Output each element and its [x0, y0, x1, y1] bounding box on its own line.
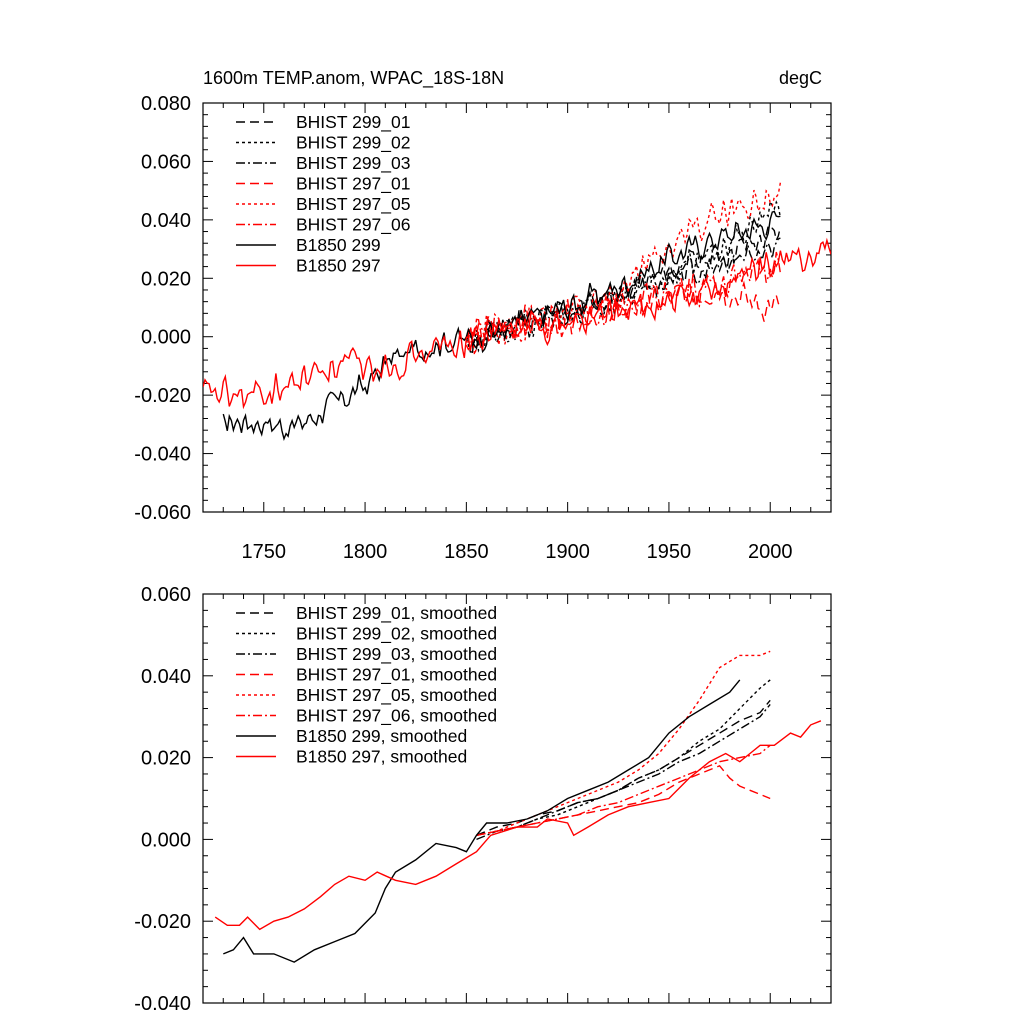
series-line-bhist-297-05 [466, 182, 782, 356]
y-tick-label: -0.020 [134, 911, 191, 933]
series-line-bhist-297-06 [465, 251, 782, 351]
legend-label: B1850 299, smoothed [296, 726, 467, 746]
x-tick-label: 1750 [242, 541, 287, 563]
y-tick-label: -0.040 [134, 993, 191, 1015]
legend-label: B1850 297 [296, 256, 381, 276]
legend-label: BHIST 297_06, smoothed [296, 706, 497, 727]
series-line-b1850-297 [203, 237, 831, 410]
series-line-bhist-299-01-smoothed [476, 699, 771, 836]
series-line-bhist-297-01-smoothed [476, 764, 771, 836]
legend-label: BHIST 297_01 [296, 174, 410, 195]
legend-label: BHIST 299_03 [296, 153, 410, 174]
y-tick-label: 0.040 [141, 210, 191, 232]
x-tick-label: 1950 [647, 541, 692, 563]
series-line-bhist-297-06-smoothed [476, 744, 771, 836]
legend-label: BHIST 299_02, smoothed [296, 624, 497, 645]
y-tick-label: 0.040 [141, 666, 191, 688]
top-chart-title: 1600m TEMP.anom, WPAC_18S-18N [203, 68, 504, 89]
y-tick-label: 0.020 [141, 748, 191, 770]
series-line-bhist-299-02 [465, 199, 782, 354]
x-tick-label: 2000 [748, 541, 793, 563]
top-panel: 1600m TEMP.anom, WPAC_18S-18N degC -0.06… [134, 68, 832, 563]
top-series-lines [203, 182, 831, 442]
x-tick-label: 1850 [444, 541, 489, 563]
series-line-bhist-297-05-smoothed [476, 650, 771, 836]
bottom-panel: -0.040 -0.020 0.000 0.020 0.040 0.060 BHIST 2… [134, 584, 832, 1015]
legend-label: BHIST 297_05 [296, 194, 410, 215]
y-tick-label: 0.060 [141, 151, 191, 173]
bottom-series-lines [214, 650, 822, 963]
legend-label: BHIST 297_06 [296, 215, 410, 236]
legend-label: BHIST 297_05, smoothed [296, 685, 497, 706]
series-line-bhist-299-03-smoothed [476, 703, 771, 841]
y-tick-label: 0.060 [141, 584, 191, 606]
legend-label: BHIST 299_01 [296, 112, 410, 133]
series-line-b1850-299-smoothed [223, 679, 741, 963]
x-tick-label: 1900 [545, 541, 590, 563]
x-tick-label: 1800 [343, 541, 388, 563]
top-chart-units: degC [779, 68, 822, 88]
legend-label: BHIST 299_03, smoothed [296, 644, 497, 665]
series-line-b1850-297-smoothed [214, 720, 822, 931]
series-line-bhist-299-02-smoothed [476, 679, 771, 836]
y-tick-label: 0.000 [141, 829, 191, 851]
plot-frame [202, 593, 832, 1004]
y-tick-label: 0.000 [141, 327, 191, 349]
bottom-axes: -0.040 -0.020 0.000 0.020 0.040 0.060 [134, 584, 832, 1015]
y-tick-label: -0.040 [134, 444, 191, 466]
plot-frame [202, 102, 832, 513]
y-tick-label: 0.080 [141, 93, 191, 115]
y-tick-label: -0.060 [134, 502, 191, 524]
legend-label: B1850 299 [296, 235, 381, 255]
y-tick-label: 0.020 [141, 268, 191, 290]
legend-label: BHIST 299_01, smoothed [296, 603, 497, 624]
legend-label: BHIST 297_01, smoothed [296, 665, 497, 686]
legend-label: B1850 297, smoothed [296, 747, 467, 767]
y-tick-label: -0.020 [134, 385, 191, 407]
top-axes: -0.060 -0.040 -0.020 0.000 0.020 0.040 0.060 0.… [134, 93, 832, 563]
legend-label: BHIST 299_02 [296, 133, 410, 154]
